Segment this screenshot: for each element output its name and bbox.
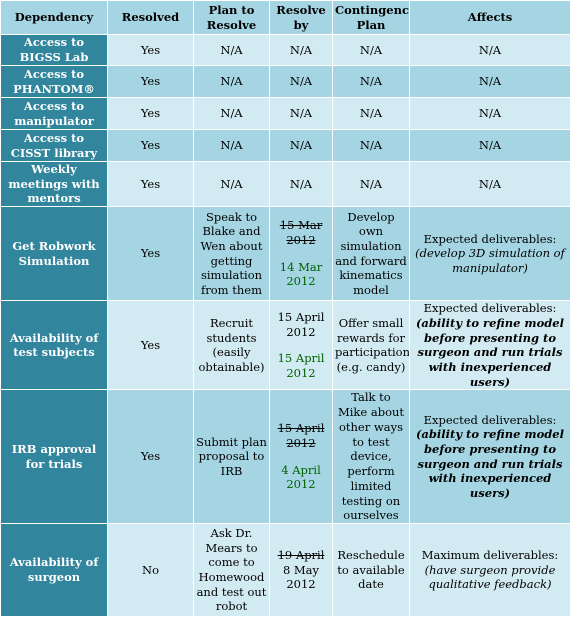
resolved-cell: Yes bbox=[108, 207, 194, 301]
dependency-cell: Weekly meetings with mentors bbox=[1, 162, 108, 207]
resolve-by-cell: 15 April 2012 15 April 2012 bbox=[270, 301, 333, 390]
table-row: Weekly meetings with mentors Yes N/A N/A… bbox=[1, 162, 570, 207]
header-resolved: Resolved bbox=[108, 1, 194, 35]
resolved-cell: Yes bbox=[108, 98, 194, 130]
header-plan: Plan to Resolve bbox=[194, 1, 270, 35]
table-row: Access to CISST library Yes N/A N/A N/A … bbox=[1, 130, 570, 162]
plan-cell: N/A bbox=[194, 35, 270, 66]
resolve-by-cell: N/A bbox=[270, 35, 333, 66]
affects-cell: Maximum deliverables: (have surgeon prov… bbox=[410, 523, 570, 616]
dependency-cell: Availability of surgeon bbox=[1, 523, 108, 616]
header-row: Dependency Resolved Plan to Resolve Reso… bbox=[1, 1, 570, 35]
resolved-cell: Yes bbox=[108, 130, 194, 162]
original-date: 15 Mar 2012 bbox=[272, 218, 330, 247]
plan-cell: Recruit students (easily obtainable) bbox=[194, 301, 270, 390]
plan-cell: Speak to Blake and Wen about getting sim… bbox=[194, 207, 270, 301]
affects-detail: (ability to refine model before presenti… bbox=[412, 316, 568, 390]
dependency-cell: Access to BIGSS Lab bbox=[1, 35, 108, 66]
affects-detail: (develop 3D simulation of manipulator) bbox=[412, 246, 568, 275]
table-row: Get Robwork Simulation Yes Speak to Blak… bbox=[1, 207, 570, 301]
table-row: Availability of surgeon No Ask Dr. Mears… bbox=[1, 523, 570, 616]
contingency-cell: Reschedule to available date bbox=[333, 523, 410, 616]
revised-date: 14 Mar 2012 bbox=[272, 260, 330, 289]
contingency-cell: N/A bbox=[333, 66, 410, 98]
plan-cell: Submit plan proposal to IRB bbox=[194, 390, 270, 523]
affects-label: Expected deliverables: bbox=[412, 413, 568, 428]
resolve-by-cell: N/A bbox=[270, 162, 333, 207]
table-row: Access to BIGSS Lab Yes N/A N/A N/A N/A bbox=[1, 35, 570, 66]
resolve-by-cell: N/A bbox=[270, 66, 333, 98]
plan-cell: N/A bbox=[194, 66, 270, 98]
affects-label: Expected deliverables: bbox=[412, 301, 568, 316]
dependency-cell: Access to PHANTOM® bbox=[1, 66, 108, 98]
contingency-cell: N/A bbox=[333, 130, 410, 162]
affects-cell: Expected deliverables: (ability to refin… bbox=[410, 390, 570, 523]
affects-detail: (ability to refine model before presenti… bbox=[412, 427, 568, 501]
table-row: Availability of test subjects Yes Recrui… bbox=[1, 301, 570, 390]
resolve-by-cell: 15 April 2012 4 April 2012 bbox=[270, 390, 333, 523]
resolve-by-cell: 19 April 8 May 2012 bbox=[270, 523, 333, 616]
header-affects: Affects bbox=[410, 1, 570, 35]
resolved-cell: Yes bbox=[108, 35, 194, 66]
revised-date: 8 May 2012 bbox=[272, 563, 330, 592]
affects-cell: N/A bbox=[410, 66, 570, 98]
affects-cell: N/A bbox=[410, 130, 570, 162]
dependency-cell: Access to manipulator bbox=[1, 98, 108, 130]
affects-cell: Expected deliverables: (ability to refin… bbox=[410, 301, 570, 390]
dependency-cell: Availability of test subjects bbox=[1, 301, 108, 390]
contingency-cell: Offer small rewards for participation (e… bbox=[333, 301, 410, 390]
affects-label: Maximum deliverables: bbox=[412, 548, 568, 563]
affects-label: Expected deliverables: bbox=[412, 232, 568, 247]
contingency-cell: Talk to Mike about other ways to test de… bbox=[333, 390, 410, 523]
table-row: Access to manipulator Yes N/A N/A N/A N/… bbox=[1, 98, 570, 130]
contingency-cell: N/A bbox=[333, 35, 410, 66]
resolved-cell: Yes bbox=[108, 301, 194, 390]
plan-cell: N/A bbox=[194, 162, 270, 207]
original-date: 19 April bbox=[272, 548, 330, 563]
contingency-cell: Develop own simulation and forward kinem… bbox=[333, 207, 410, 301]
contingency-cell: N/A bbox=[333, 162, 410, 207]
resolved-cell: Yes bbox=[108, 390, 194, 523]
affects-cell: N/A bbox=[410, 98, 570, 130]
resolve-by-cell: 15 Mar 2012 14 Mar 2012 bbox=[270, 207, 333, 301]
header-contingency: Contingency Plan bbox=[333, 1, 410, 35]
resolve-by-cell: N/A bbox=[270, 130, 333, 162]
original-date: 15 April 2012 bbox=[272, 421, 330, 450]
resolved-cell: Yes bbox=[108, 66, 194, 98]
dependency-cell: Access to CISST library bbox=[1, 130, 108, 162]
plan-cell: Ask Dr. Mears to come to Homewood and te… bbox=[194, 523, 270, 616]
resolve-by-cell: N/A bbox=[270, 98, 333, 130]
dependency-cell: Get Robwork Simulation bbox=[1, 207, 108, 301]
header-resolve-by: Resolve by bbox=[270, 1, 333, 35]
affects-cell: N/A bbox=[410, 35, 570, 66]
revised-date: 15 April 2012 bbox=[272, 351, 330, 380]
resolved-cell: Yes bbox=[108, 162, 194, 207]
table-row: IRB approval for trials Yes Submit plan … bbox=[1, 390, 570, 523]
header-dependency: Dependency bbox=[1, 1, 108, 35]
plan-cell: N/A bbox=[194, 98, 270, 130]
affects-cell: Expected deliverables: (develop 3D simul… bbox=[410, 207, 570, 301]
original-date: 15 April 2012 bbox=[272, 310, 330, 339]
dependency-cell: IRB approval for trials bbox=[1, 390, 108, 523]
plan-cell: N/A bbox=[194, 130, 270, 162]
affects-cell: N/A bbox=[410, 162, 570, 207]
resolved-cell: No bbox=[108, 523, 194, 616]
affects-detail: (have surgeon provide qualitative feedba… bbox=[412, 563, 568, 592]
contingency-cell: N/A bbox=[333, 98, 410, 130]
table-row: Access to PHANTOM® Yes N/A N/A N/A N/A bbox=[1, 66, 570, 98]
revised-date: 4 April 2012 bbox=[272, 463, 330, 492]
